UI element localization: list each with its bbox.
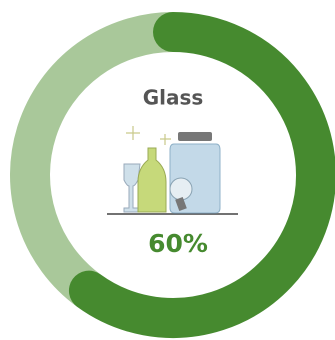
glass-illustration: [107, 126, 238, 215]
percent-label: 60%: [148, 229, 208, 258]
chart-title: Glass: [143, 86, 204, 110]
ring-group: [10, 12, 335, 338]
ring-segment: [68, 12, 335, 338]
ring-segment: [10, 12, 174, 307]
